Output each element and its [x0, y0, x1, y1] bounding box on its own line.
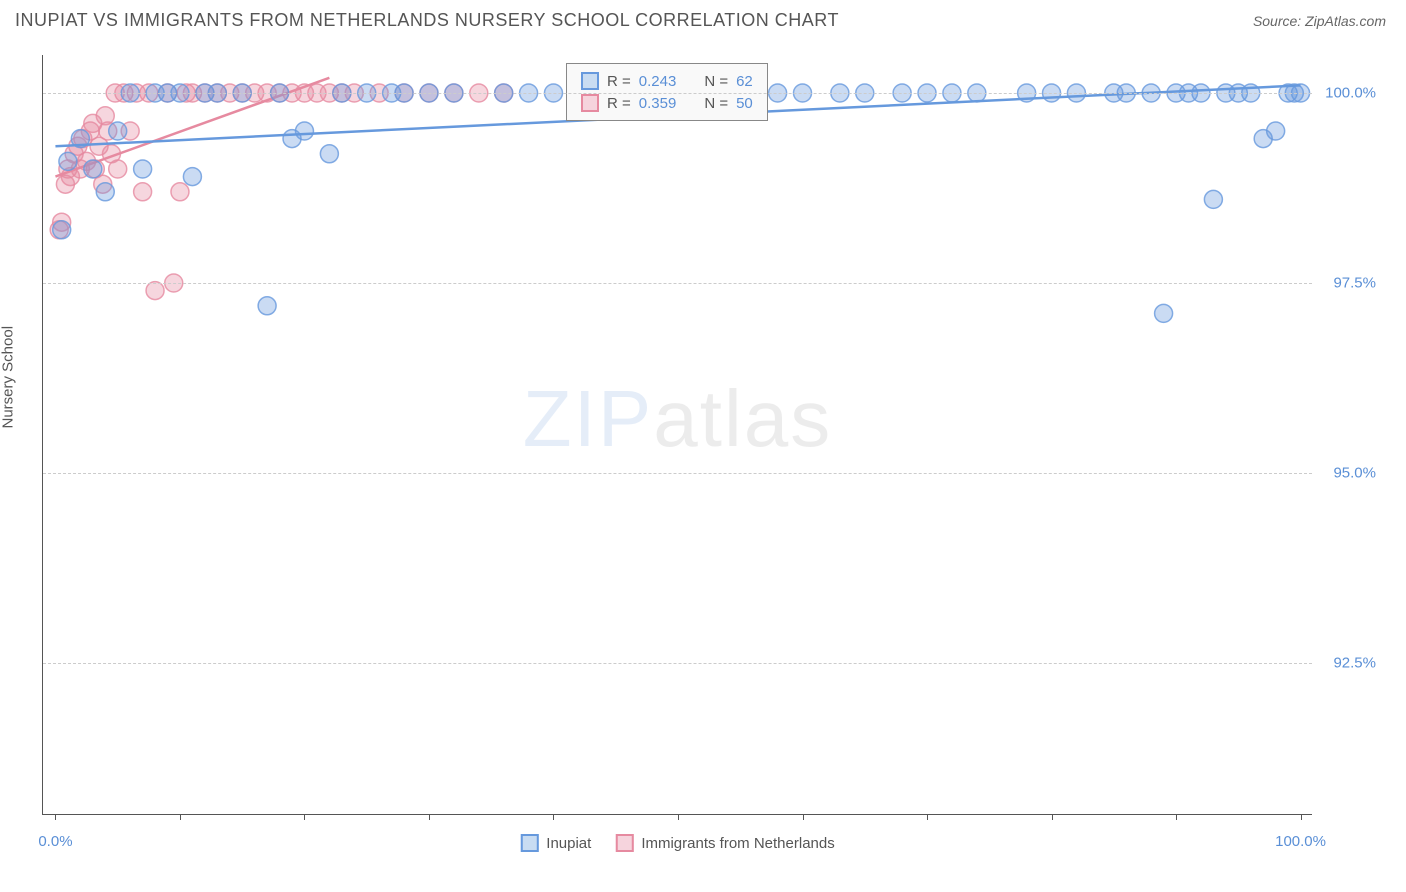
legend-swatch-icon [520, 834, 538, 852]
scatter-point [320, 145, 338, 163]
x-tick [927, 814, 928, 820]
stat-r-value: 0.359 [639, 95, 677, 112]
stats-legend-row: R = 0.359 N = 50 [581, 92, 753, 114]
x-tick [1176, 814, 1177, 820]
x-tick [180, 814, 181, 820]
stat-n-value: 50 [736, 95, 753, 112]
scatter-point [109, 160, 127, 178]
x-tick [55, 814, 56, 820]
scatter-point [1155, 304, 1173, 322]
chart-plot-area: ZIPatlas R = 0.243 N = 62 R = 0.359 N = … [42, 55, 1312, 815]
scatter-point [53, 221, 71, 239]
stats-legend-row: R = 0.243 N = 62 [581, 70, 753, 92]
grid-line [43, 283, 1312, 284]
scatter-point [295, 122, 313, 140]
scatter-point [1267, 122, 1285, 140]
stat-n-label: N = [704, 95, 728, 112]
y-axis-label: Nursery School [0, 326, 17, 429]
legend-swatch-icon [581, 94, 599, 112]
x-tick-label: 0.0% [38, 833, 72, 850]
scatter-point [96, 183, 114, 201]
x-tick [553, 814, 554, 820]
x-tick-label: 100.0% [1275, 833, 1326, 850]
scatter-svg [43, 55, 1312, 814]
scatter-point [183, 168, 201, 186]
stat-r-label: R = [607, 73, 631, 90]
chart-title: INUPIAT VS IMMIGRANTS FROM NETHERLANDS N… [15, 10, 839, 31]
y-tick-label: 95.0% [1333, 465, 1376, 482]
x-tick [1301, 814, 1302, 820]
scatter-point [134, 160, 152, 178]
scatter-point [146, 282, 164, 300]
chart-source: Source: ZipAtlas.com [1253, 13, 1386, 29]
scatter-point [59, 152, 77, 170]
scatter-point [134, 183, 152, 201]
scatter-point [258, 297, 276, 315]
series-legend-label: Inupiat [546, 835, 591, 852]
scatter-point [171, 183, 189, 201]
grid-line [43, 473, 1312, 474]
x-tick [803, 814, 804, 820]
stats-legend: R = 0.243 N = 62 R = 0.359 N = 50 [566, 63, 768, 121]
scatter-point [1204, 190, 1222, 208]
stat-n-value: 62 [736, 73, 753, 90]
x-tick [1052, 814, 1053, 820]
y-tick-label: 97.5% [1333, 275, 1376, 292]
stat-r-label: R = [607, 95, 631, 112]
scatter-point [84, 160, 102, 178]
series-legend-label: Immigrants from Netherlands [641, 835, 834, 852]
stat-r-value: 0.243 [639, 73, 677, 90]
y-tick-label: 92.5% [1333, 655, 1376, 672]
x-tick [304, 814, 305, 820]
series-legend-item: Inupiat [520, 832, 591, 854]
stat-n-label: N = [704, 73, 728, 90]
series-legend-item: Immigrants from Netherlands [615, 832, 834, 854]
series-legend: Inupiat Immigrants from Netherlands [520, 832, 834, 854]
x-tick [429, 814, 430, 820]
grid-line [43, 663, 1312, 664]
scatter-point [109, 122, 127, 140]
chart-header: INUPIAT VS IMMIGRANTS FROM NETHERLANDS N… [0, 0, 1406, 36]
x-tick [678, 814, 679, 820]
y-tick-label: 100.0% [1325, 85, 1376, 102]
legend-swatch-icon [615, 834, 633, 852]
legend-swatch-icon [581, 72, 599, 90]
grid-line [43, 93, 1312, 94]
